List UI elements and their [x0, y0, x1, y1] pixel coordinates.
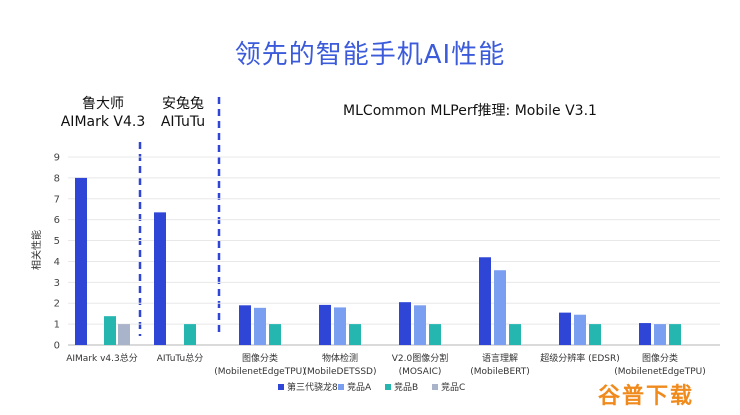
bar [239, 305, 251, 345]
bar [269, 324, 281, 345]
legend-swatch [385, 384, 391, 390]
y-tick-label: 8 [54, 173, 60, 184]
legend-swatch [432, 384, 438, 390]
y-tick-label: 0 [54, 341, 60, 352]
x-tick-label: 图像分类 [642, 352, 678, 364]
x-tick-label: (MobilenetEdgeTPU) [214, 367, 305, 377]
legend-swatch [278, 384, 284, 390]
y-tick-label: 9 [54, 153, 60, 164]
group-header-mlperf: MLCommon MLPerf推理: Mobile V3.1 [320, 102, 620, 120]
bar [654, 324, 666, 345]
bar [154, 212, 166, 345]
bar [75, 177, 87, 345]
group-header-line: AITuTu [160, 114, 206, 130]
bar [349, 324, 361, 345]
bar [118, 324, 130, 345]
bar [479, 257, 491, 345]
y-tick-label: 1 [54, 320, 60, 331]
bar [589, 324, 601, 345]
bar [669, 324, 681, 345]
legend-label: 竞品C [441, 381, 465, 393]
x-tick-label: 超级分辨率 (EDSR) [540, 352, 619, 364]
y-tick-label: 3 [54, 278, 60, 289]
bar [399, 302, 411, 345]
bar [184, 324, 196, 345]
y-tick-labels: 0 1 2 3 4 5 6 7 8 9 [54, 153, 60, 352]
bar [429, 324, 441, 345]
bar [639, 323, 651, 345]
x-tick-label: AITuTu总分 [157, 352, 203, 364]
x-tick-label: (MOSAIC) [399, 367, 442, 377]
x-tick-label: (MobileBERT) [470, 367, 530, 377]
x-tick-label: 图像分类 [242, 352, 278, 364]
group-header-aimark: 鲁大师 AIMark V4.3 [58, 95, 148, 131]
bar [494, 270, 506, 345]
legend-swatch [338, 384, 344, 390]
y-tick-label: 7 [54, 194, 60, 205]
legend-label: 竞品B [394, 381, 418, 393]
group-header-line: AIMark V4.3 [60, 114, 146, 130]
x-tick-label: (MobilenetEdgeTPU) [614, 367, 705, 377]
legend-label: 竞品A [347, 381, 372, 393]
group-header-line: 安兔兔 [162, 96, 204, 112]
x-tick-label: AIMark v4.3总分 [66, 352, 138, 364]
y-tick-label: 6 [54, 215, 60, 226]
legend: 第三代骁龙8 竞品A 竞品B 竞品C [278, 381, 465, 393]
chart-title: 领先的智能手机AI性能 [234, 40, 506, 70]
bar [574, 314, 586, 345]
gridlines [68, 156, 720, 346]
x-tick-label: (MobileDETSSD) [303, 367, 376, 377]
x-tick-labels: AIMark v4.3总分 AITuTu总分 图像分类 (MobilenetEdgeT… [66, 352, 706, 377]
y-axis-label: 相关性能 [30, 230, 43, 270]
bar [319, 304, 331, 345]
bar [254, 307, 266, 345]
x-tick-label: V2.0图像分割 [392, 352, 448, 364]
bar [509, 324, 521, 345]
group-header-aitutu: 安兔兔 AITuTu [148, 95, 218, 131]
legend-label: 第三代骁龙8 [287, 381, 338, 393]
bar [414, 305, 426, 345]
bar [104, 316, 116, 345]
x-tick-label: 语言理解 [482, 352, 518, 364]
group-header-line: 鲁大师 [82, 96, 124, 112]
watermark: 谷普下载 [597, 384, 694, 409]
group-header-line: MLCommon MLPerf推理: Mobile V3.1 [343, 103, 597, 119]
bar [559, 312, 571, 345]
bar [334, 307, 346, 345]
bars [75, 177, 681, 345]
y-tick-label: 5 [54, 236, 60, 247]
y-tick-label: 4 [54, 257, 60, 268]
x-tick-label: 物体检测 [322, 352, 358, 364]
y-tick-label: 2 [54, 299, 60, 310]
